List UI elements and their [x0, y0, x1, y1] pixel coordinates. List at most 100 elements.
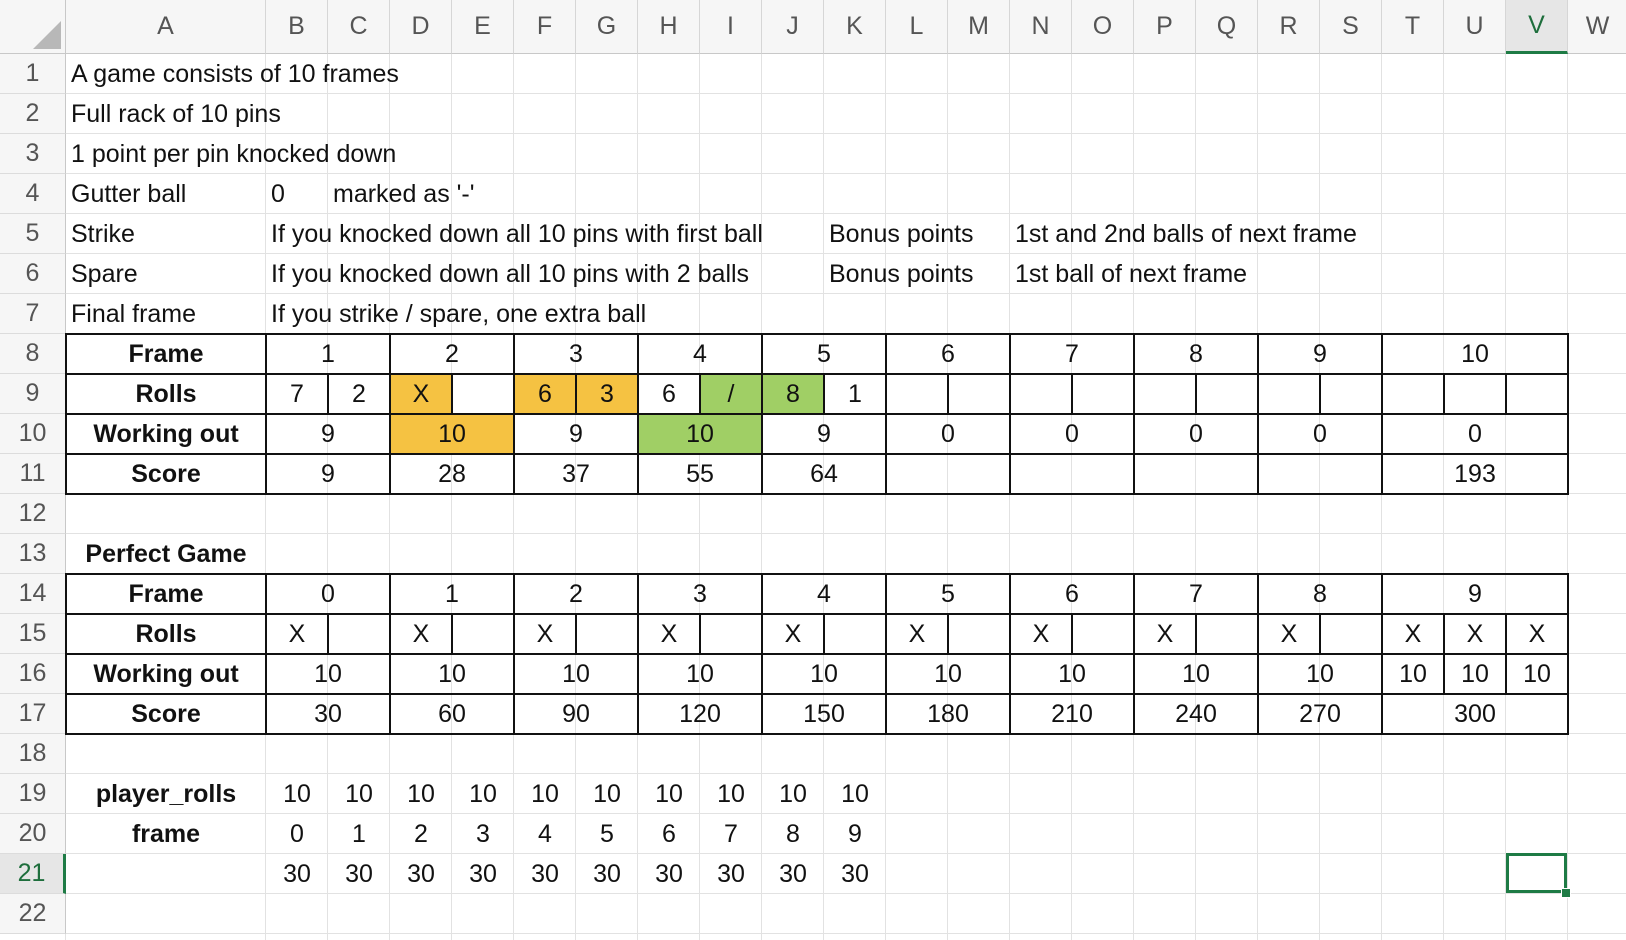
- cell-c4[interactable]: marked as '-': [333, 179, 475, 208]
- cell-l14[interactable]: 5: [941, 579, 955, 608]
- cell-f14[interactable]: 2: [569, 579, 583, 608]
- column-header-o[interactable]: O: [1072, 0, 1134, 54]
- cell-i19[interactable]: 10: [717, 779, 745, 808]
- cell-a20[interactable]: frame: [131, 819, 201, 848]
- cell-a3[interactable]: 1 point per pin knocked down: [71, 139, 397, 168]
- cell-t14[interactable]: 9: [1468, 579, 1482, 608]
- cell-h15[interactable]: X: [660, 619, 678, 648]
- row-header-15[interactable]: 15: [0, 614, 66, 654]
- column-header-u[interactable]: U: [1444, 0, 1506, 54]
- cell-b11[interactable]: 9: [321, 459, 335, 488]
- cell-h8[interactable]: 4: [693, 339, 707, 368]
- cell-a19[interactable]: player_rolls: [95, 779, 237, 808]
- cell-f11[interactable]: 37: [562, 459, 590, 488]
- cell-a11[interactable]: Score: [131, 459, 201, 488]
- cell-j15[interactable]: X: [784, 619, 802, 648]
- column-header-p[interactable]: P: [1134, 0, 1196, 54]
- cell-a17[interactable]: Score: [131, 699, 201, 728]
- cell-g9[interactable]: 3: [600, 379, 614, 408]
- cell-a15[interactable]: Rolls: [135, 619, 197, 648]
- cell-b21[interactable]: 30: [283, 859, 311, 888]
- row-header-4[interactable]: 4: [0, 174, 66, 214]
- cell-l10[interactable]: 0: [941, 419, 955, 448]
- column-header-j[interactable]: J: [762, 0, 824, 54]
- cell-a1[interactable]: A game consists of 10 frames: [71, 59, 399, 88]
- cell-u16[interactable]: 10: [1461, 659, 1489, 688]
- row-header-20[interactable]: 20: [0, 814, 66, 854]
- cell-g21[interactable]: 30: [593, 859, 621, 888]
- row-header-3[interactable]: 3: [0, 134, 66, 174]
- cell-j19[interactable]: 10: [779, 779, 807, 808]
- cell-f15[interactable]: X: [536, 619, 554, 648]
- cell-j9[interactable]: 8: [786, 379, 800, 408]
- cell-p10[interactable]: 0: [1189, 419, 1203, 448]
- cell-b9[interactable]: 7: [290, 379, 304, 408]
- cell-r8[interactable]: 9: [1313, 339, 1327, 368]
- cell-v16[interactable]: 10: [1523, 659, 1551, 688]
- cell-u15[interactable]: X: [1466, 619, 1484, 648]
- cell-f21[interactable]: 30: [531, 859, 559, 888]
- cell-b5[interactable]: If you knocked down all 10 pins with fir…: [271, 219, 763, 248]
- row-header-13[interactable]: 13: [0, 534, 66, 574]
- column-header-k[interactable]: K: [824, 0, 886, 54]
- cell-j10[interactable]: 9: [817, 419, 831, 448]
- row-header-8[interactable]: 8: [0, 334, 66, 374]
- cell-b8[interactable]: 1: [321, 339, 335, 368]
- column-header-m[interactable]: M: [948, 0, 1010, 54]
- cell-a4[interactable]: Gutter ball: [71, 179, 187, 208]
- cell-n10[interactable]: 0: [1065, 419, 1079, 448]
- column-header-g[interactable]: G: [576, 0, 638, 54]
- cell-t10[interactable]: 0: [1468, 419, 1482, 448]
- cell-h14[interactable]: 3: [693, 579, 707, 608]
- cell-r10[interactable]: 0: [1313, 419, 1327, 448]
- cell-i9[interactable]: /: [727, 379, 735, 408]
- cell-p15[interactable]: X: [1156, 619, 1174, 648]
- cell-d15[interactable]: X: [412, 619, 430, 648]
- cell-l15[interactable]: X: [908, 619, 926, 648]
- cell-h16[interactable]: 10: [686, 659, 714, 688]
- cell-t15[interactable]: X: [1404, 619, 1422, 648]
- cell-r17[interactable]: 270: [1299, 699, 1341, 728]
- column-header-b[interactable]: B: [266, 0, 328, 54]
- cell-b6[interactable]: If you knocked down all 10 pins with 2 b…: [271, 259, 750, 288]
- column-header-t[interactable]: T: [1382, 0, 1444, 54]
- row-header-6[interactable]: 6: [0, 254, 66, 294]
- cell-j11[interactable]: 64: [810, 459, 838, 488]
- cell-f16[interactable]: 10: [562, 659, 590, 688]
- column-header-l[interactable]: L: [886, 0, 948, 54]
- cell-a7[interactable]: Final frame: [71, 299, 197, 328]
- cell-d17[interactable]: 60: [438, 699, 466, 728]
- cell-d16[interactable]: 10: [438, 659, 466, 688]
- cell-t17[interactable]: 300: [1454, 699, 1496, 728]
- cell-h21[interactable]: 30: [655, 859, 683, 888]
- column-header-a[interactable]: A: [66, 0, 266, 54]
- cell-f20[interactable]: 4: [538, 819, 552, 848]
- cell-b19[interactable]: 10: [283, 779, 311, 808]
- cell-k6[interactable]: Bonus points: [829, 259, 974, 288]
- column-header-e[interactable]: E: [452, 0, 514, 54]
- cell-n15[interactable]: X: [1032, 619, 1050, 648]
- cell-b4[interactable]: 0: [271, 179, 285, 208]
- cell-t16[interactable]: 10: [1399, 659, 1427, 688]
- row-header-18[interactable]: 18: [0, 734, 66, 774]
- cell-a16[interactable]: Working out: [93, 659, 239, 688]
- column-header-w[interactable]: W: [1568, 0, 1626, 54]
- column-header-h[interactable]: H: [638, 0, 700, 54]
- cell-n14[interactable]: 6: [1065, 579, 1079, 608]
- row-header-14[interactable]: 14: [0, 574, 66, 614]
- row-header-1[interactable]: 1: [0, 54, 66, 94]
- row-header-2[interactable]: 2: [0, 94, 66, 134]
- cell-a6[interactable]: Spare: [71, 259, 138, 288]
- cell-d19[interactable]: 10: [407, 779, 435, 808]
- cell-d8[interactable]: 2: [445, 339, 459, 368]
- cell-a14[interactable]: Frame: [128, 579, 204, 608]
- cell-j20[interactable]: 8: [786, 819, 800, 848]
- cell-e20[interactable]: 3: [476, 819, 490, 848]
- select-all-corner[interactable]: [0, 0, 66, 54]
- cell-n6[interactable]: 1st ball of next frame: [1015, 259, 1248, 288]
- cell-n16[interactable]: 10: [1058, 659, 1086, 688]
- cell-j14[interactable]: 4: [817, 579, 831, 608]
- cell-k20[interactable]: 9: [848, 819, 862, 848]
- column-header-n[interactable]: N: [1010, 0, 1072, 54]
